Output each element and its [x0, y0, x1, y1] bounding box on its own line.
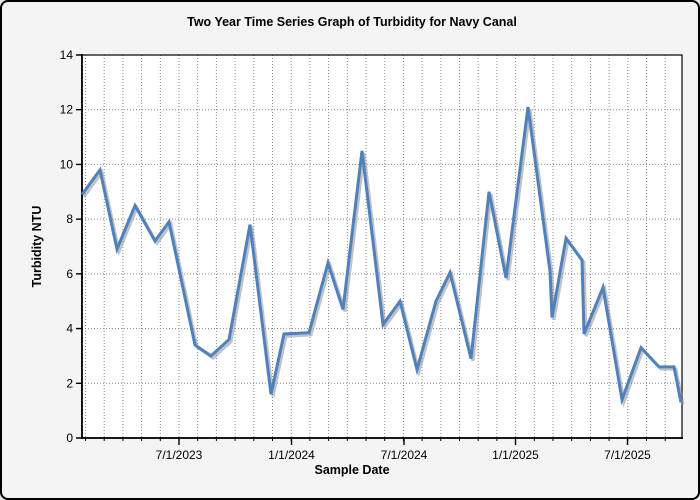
x-tick-label: 7/1/2025 — [604, 448, 651, 462]
plot-area-layer — [82, 55, 682, 438]
y-tick-label: 0 — [66, 431, 73, 445]
y-tick-label: 2 — [66, 376, 73, 390]
x-tick-label: 1/1/2024 — [268, 448, 315, 462]
x-tick-label: 1/1/2025 — [492, 448, 539, 462]
y-tick-label: 6 — [66, 267, 73, 281]
plot-area — [82, 55, 682, 438]
y-tick-label: 4 — [66, 322, 73, 336]
y-tick-label: 14 — [60, 48, 74, 62]
y-tick-label: 8 — [66, 212, 73, 226]
y-tick-label: 12 — [60, 103, 74, 117]
axes-layer: 0 2 4 6 8 10 12 14 7/1/2023 1/1/2024 7/1/2024 1/1/2… — [60, 48, 683, 462]
series-layer — [80, 106, 685, 408]
chart-title: Two Year Time Series Graph of Turbidity … — [187, 15, 517, 29]
x-tick-label: 7/1/2024 — [381, 448, 428, 462]
gridlines-layer — [82, 55, 682, 438]
x-axis-label: Sample Date — [314, 463, 389, 477]
y-axis-label: Turbidity NTU — [30, 206, 44, 288]
y-tick-label: 10 — [60, 157, 74, 171]
x-tick-label: 7/1/2023 — [156, 448, 203, 462]
turbidity-series-line — [80, 106, 683, 406]
